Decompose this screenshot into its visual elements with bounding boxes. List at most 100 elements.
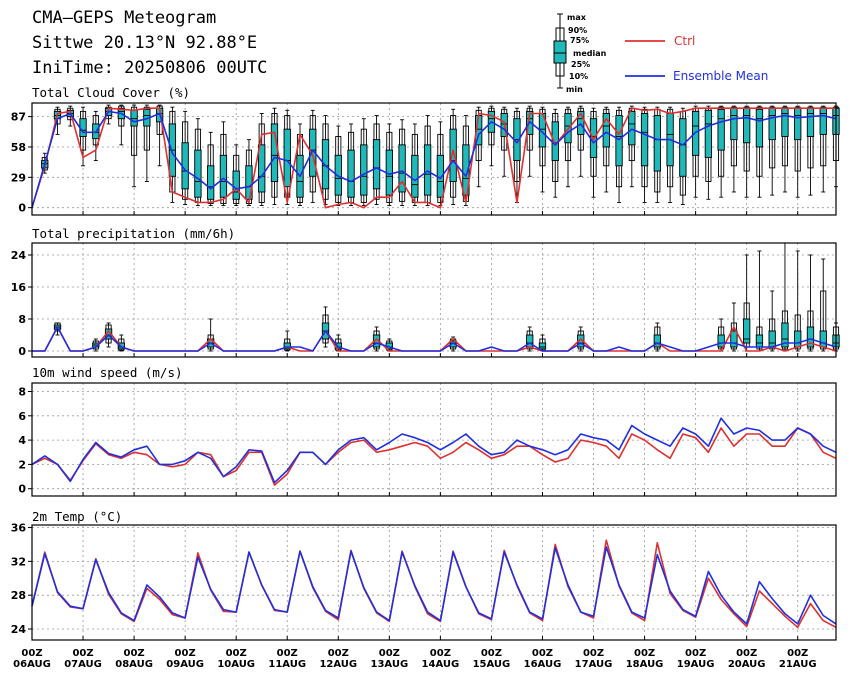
panel-temp: 2m Temp (°C) 24 28 32 36 [11, 509, 837, 641]
y-tick-label: 58 [11, 141, 26, 154]
box-inner [730, 107, 738, 141]
x-tick-label-date: 15AUG [473, 659, 511, 670]
box-outer [820, 106, 827, 167]
box-inner [781, 107, 789, 137]
box-inner [768, 107, 776, 141]
box-inner [640, 113, 649, 167]
y-tick-label: 0 [18, 483, 26, 496]
box-inner [283, 128, 291, 188]
box-whisker [781, 105, 789, 193]
x-tick-label-time: 00Z [481, 648, 502, 659]
box-inner [717, 108, 725, 151]
x-tick-label-time: 00Z [736, 648, 757, 659]
x-tick-label-time: 00Z [328, 648, 349, 659]
initime-label: IniTime: 20250806 00UTC [32, 58, 268, 78]
box-whisker [755, 250, 764, 352]
box-whisker [794, 105, 802, 198]
box-whisker [232, 144, 240, 207]
ctrl-series-line [31, 427, 837, 486]
box-whisker [347, 123, 355, 207]
panel-title: Total Cloud Cover (%) [32, 85, 190, 100]
box-inner [653, 334, 661, 348]
box-whisker [755, 105, 764, 198]
panel-frame [31, 524, 837, 641]
box-inner [423, 144, 432, 196]
box-whisker [385, 123, 393, 207]
box-whisker [143, 104, 151, 182]
y-tick-label: 24 [11, 623, 27, 636]
x-tick-label-time: 00Z [175, 648, 196, 659]
box-whisker [577, 105, 585, 177]
box-whisker [245, 139, 253, 207]
y-tick-label: 29 [11, 171, 26, 184]
box-whisker [334, 125, 342, 207]
box-whisker [551, 108, 559, 198]
box-whisker [806, 254, 815, 352]
x-tick-label-time: 00Z [532, 648, 553, 659]
box-inner [628, 110, 636, 146]
box-inner [449, 128, 457, 182]
panel-frame [31, 102, 837, 216]
box-whisker [181, 110, 189, 205]
box-whisker [270, 107, 279, 205]
box-inner [334, 154, 342, 196]
mean-series-line [31, 417, 837, 484]
box-whisker [398, 119, 406, 207]
x-tick-label-time: 00Z [430, 648, 451, 659]
box-whisker [194, 118, 202, 207]
x-tick-label-time: 00Z [226, 648, 247, 659]
box-whisker [360, 118, 368, 207]
box-inner [794, 107, 802, 141]
y-tick-label: 2 [18, 458, 26, 471]
x-tick-label-date: 16AUG [524, 659, 562, 670]
box-whisker [794, 250, 802, 352]
box-legend-label: 25% [571, 60, 590, 69]
box-outer [820, 290, 827, 350]
y-tick-label: 24 [11, 249, 27, 262]
box-whisker [589, 107, 598, 198]
box-inner [309, 128, 317, 177]
box-inner [538, 342, 547, 350]
x-tick-label-time: 00Z [787, 648, 808, 659]
box-legend-label: 90% [568, 26, 587, 35]
box-legend-label: median [573, 49, 607, 58]
panel-title: 10m wind speed (m/s) [32, 365, 183, 380]
box-whisker [819, 258, 827, 352]
box-inner [372, 139, 381, 190]
box-whisker [768, 105, 776, 196]
x-tick-label-time: 00Z [634, 648, 655, 659]
box-inner [717, 334, 725, 348]
y-tick-label: 28 [11, 589, 26, 602]
box-whisker [321, 115, 330, 205]
box-inner [360, 144, 368, 196]
mean-series-line [31, 110, 837, 208]
box-whisker [500, 106, 508, 177]
box-whisker [768, 290, 776, 352]
box-whisker [691, 105, 700, 198]
box-whisker [449, 108, 457, 205]
panel-title: 2m Temp (°C) [32, 509, 122, 524]
box-whisker [411, 123, 419, 207]
y-tick-label: 0 [18, 345, 26, 358]
box-inner [755, 334, 764, 348]
x-tick-label-time: 00Z [583, 648, 604, 659]
legend-mean-label: Ensemble Mean [673, 69, 768, 83]
box-outer [131, 106, 138, 156]
box-whisker [258, 113, 266, 207]
box-inner [806, 107, 815, 137]
x-tick-label-time: 00Z [72, 648, 93, 659]
box-inner [321, 139, 330, 190]
box-whisker [219, 121, 228, 207]
box-inner [743, 107, 751, 144]
box-inner [411, 154, 419, 198]
box-whisker [615, 106, 623, 203]
box-inner [130, 109, 138, 127]
box-inner [653, 115, 661, 172]
y-tick-label: 32 [11, 555, 26, 568]
panel-cloud: Total Cloud Cover (%) 0 29 58 87 [11, 85, 840, 216]
x-tick-label-date: 12AUG [319, 659, 357, 670]
panel-frame [31, 242, 837, 358]
box-inner [283, 342, 291, 350]
x-tick-label-time: 00Z [124, 648, 145, 659]
